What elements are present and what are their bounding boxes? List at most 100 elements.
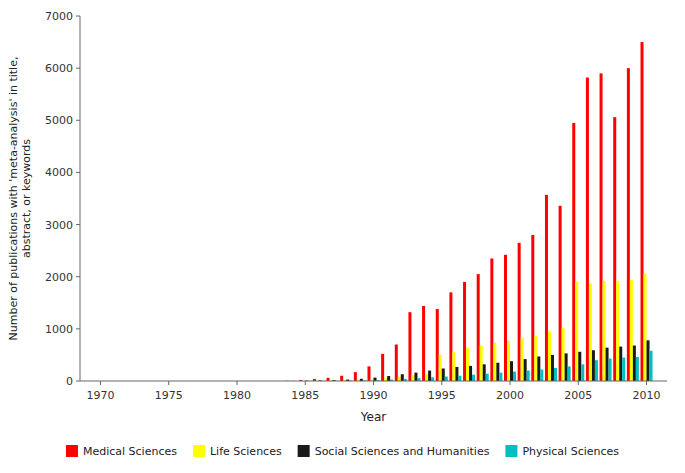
bar (609, 359, 612, 381)
bar (499, 373, 502, 381)
bar (581, 364, 584, 381)
bar (592, 350, 595, 381)
bar (490, 258, 493, 381)
series-bars (292, 340, 650, 381)
bar (521, 338, 524, 381)
y-axis-label: Number of publications with 'meta-analys… (7, 57, 33, 341)
bar (647, 340, 650, 381)
bar (340, 376, 343, 381)
bar (354, 372, 357, 381)
bar (507, 341, 510, 381)
bar (568, 366, 571, 381)
x-tick-label: 1980 (223, 389, 251, 402)
y-axis-line (80, 16, 81, 381)
bar (548, 331, 551, 381)
bar (431, 377, 434, 381)
x-tick-label: 1975 (155, 389, 183, 402)
bar (630, 280, 633, 381)
bar (636, 357, 639, 381)
bar (480, 346, 483, 381)
bar (531, 235, 534, 381)
y-tick (76, 328, 80, 329)
legend-swatch (66, 445, 78, 457)
bar (565, 353, 568, 381)
y-tick (76, 276, 80, 277)
bar (477, 274, 480, 381)
bar (466, 348, 469, 381)
bar (606, 348, 609, 381)
x-tick (646, 381, 647, 385)
series-bars (308, 351, 652, 381)
bar (428, 371, 431, 381)
chart: 1970197519801985199019952000200520100100… (0, 0, 685, 473)
bar (545, 195, 548, 381)
bar (472, 375, 475, 381)
bar (633, 346, 636, 381)
legend-label: Physical Sciences (522, 445, 619, 458)
bar (463, 282, 466, 381)
y-tick (76, 68, 80, 69)
bar (551, 355, 554, 381)
bar (439, 355, 442, 381)
series-bars (286, 42, 644, 381)
bar (578, 352, 581, 381)
bar (395, 345, 398, 382)
bar (408, 312, 411, 381)
legend-item: Physical Sciences (505, 445, 619, 458)
bar (616, 281, 619, 381)
y-tick (76, 224, 80, 225)
x-tick (373, 381, 374, 385)
bar (595, 360, 598, 381)
bar (644, 274, 647, 381)
bar (504, 255, 507, 381)
x-tick-label: 1995 (428, 389, 456, 402)
x-tick (236, 381, 237, 385)
bar (401, 374, 404, 381)
legend-swatch (505, 445, 517, 457)
bar (422, 306, 425, 381)
x-tick (305, 381, 306, 385)
x-tick (441, 381, 442, 385)
bar (518, 243, 521, 381)
bar (496, 363, 499, 381)
bar (411, 375, 414, 381)
y-tick-label: 0 (66, 375, 73, 388)
bar (641, 42, 644, 381)
bar (562, 328, 565, 381)
bar (600, 73, 603, 381)
y-tick-label: 7000 (45, 10, 73, 23)
y-axis-label-line: Number of publications with 'meta-analys… (7, 57, 20, 341)
bar (452, 352, 455, 381)
y-tick (76, 172, 80, 173)
x-axis-label: Year (360, 410, 386, 424)
y-tick-label: 2000 (45, 271, 73, 284)
bar (436, 309, 439, 381)
y-tick-label: 3000 (45, 219, 73, 232)
bar (513, 372, 516, 381)
x-tick-label: 1985 (291, 389, 319, 402)
bar (627, 68, 630, 381)
y-tick-label: 5000 (45, 114, 73, 127)
bar (559, 206, 562, 381)
bar (537, 356, 540, 381)
x-tick-label: 1990 (360, 389, 388, 402)
bar (469, 366, 472, 381)
bar (510, 361, 513, 381)
x-tick-label: 2005 (564, 389, 592, 402)
bar (486, 374, 489, 381)
y-tick (76, 16, 80, 17)
bar (414, 373, 417, 381)
bar (613, 117, 616, 381)
x-tick-label: 2000 (496, 389, 524, 402)
bar (493, 343, 496, 381)
y-tick-label: 4000 (45, 166, 73, 179)
bar (589, 283, 592, 381)
bars (286, 42, 653, 381)
bar (367, 366, 370, 381)
bar (534, 336, 537, 381)
bar (575, 282, 578, 381)
bar (425, 374, 428, 381)
legend-item: Life Sciences (193, 445, 282, 458)
bar (619, 347, 622, 381)
y-axis-label-line: abstract, or keywords (20, 139, 33, 258)
